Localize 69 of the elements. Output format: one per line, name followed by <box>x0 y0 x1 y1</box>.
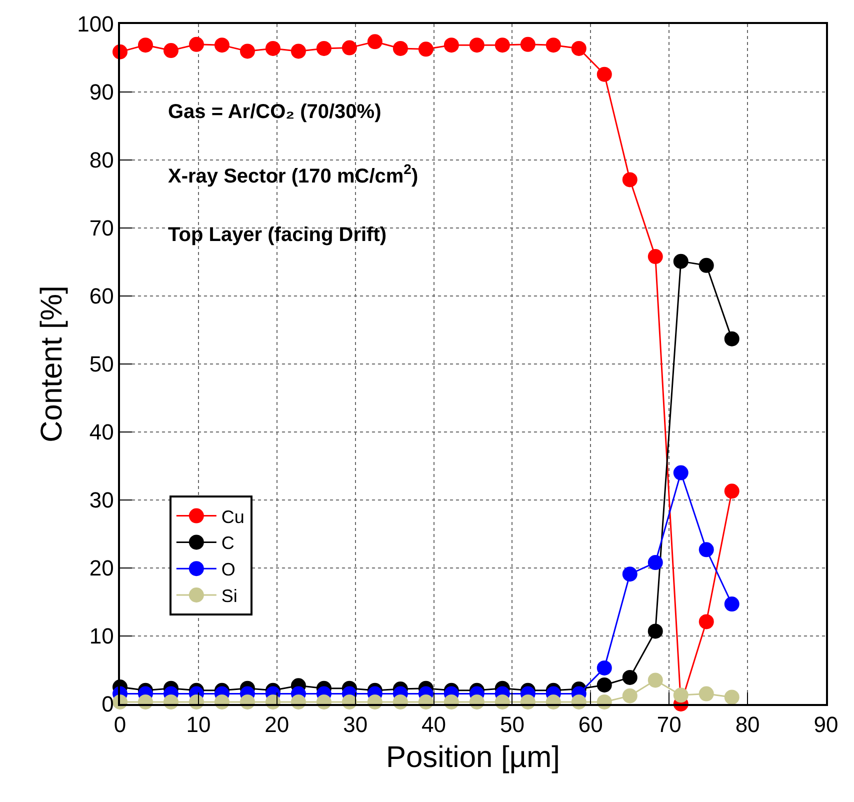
point <box>724 596 740 612</box>
y-tick-label: 20 <box>89 556 114 581</box>
x-tick-label: 90 <box>814 712 838 738</box>
point <box>188 36 204 52</box>
point <box>698 258 714 273</box>
y-tick-label: 90 <box>89 80 114 105</box>
point <box>571 40 586 56</box>
y-tick-label: 60 <box>89 284 114 309</box>
point <box>698 614 714 630</box>
y-tick-label: 100 <box>77 12 114 37</box>
point <box>698 686 714 702</box>
point <box>673 688 688 703</box>
x-axis-title: Position [µm] <box>386 741 560 774</box>
point <box>546 38 561 53</box>
x-tick-label: 60 <box>578 712 603 738</box>
point <box>367 34 382 50</box>
annotation: Top Layer (facing Drift) <box>168 224 387 246</box>
point <box>648 555 663 570</box>
point <box>596 660 612 676</box>
point <box>673 254 688 269</box>
point <box>648 624 663 639</box>
y-tick-label: 80 <box>89 148 114 173</box>
point <box>290 44 306 59</box>
y-tick-label: 0 <box>102 692 114 717</box>
y-axis-title: Content [%] <box>36 286 69 442</box>
legend-label: O <box>221 560 236 580</box>
x-tick-label: 10 <box>186 712 211 738</box>
point <box>724 331 740 346</box>
point <box>596 66 612 82</box>
point <box>214 38 230 53</box>
annotation: Gas = Ar/CO₂ (70/30%) <box>168 101 382 123</box>
point <box>138 38 153 53</box>
legend-label: Cu <box>221 506 244 527</box>
point <box>648 249 663 264</box>
point <box>444 38 459 53</box>
point <box>316 40 332 56</box>
annotation: X-ray Sector (170 mC/cm$^{2}$) <box>168 161 418 188</box>
point <box>622 688 638 704</box>
point <box>622 172 638 188</box>
y-tick-label: 30 <box>89 488 114 513</box>
point <box>520 36 536 52</box>
point <box>163 43 178 58</box>
point <box>240 44 255 59</box>
point <box>622 670 638 685</box>
point <box>469 38 484 53</box>
point <box>673 465 688 480</box>
point <box>698 542 714 558</box>
y-tick-label: 70 <box>89 216 114 241</box>
point <box>648 672 663 688</box>
y-tick-label: 50 <box>89 352 114 377</box>
point <box>418 42 434 57</box>
legend-label: Si <box>221 586 238 606</box>
x-tick-label: 20 <box>264 712 290 738</box>
y-tick-label: 10 <box>89 624 114 649</box>
point <box>494 38 510 53</box>
point <box>265 40 280 56</box>
point <box>724 484 740 499</box>
y-tick-label: 40 <box>89 420 114 445</box>
legend-label: C <box>221 533 234 554</box>
x-tick-label: 30 <box>343 712 368 738</box>
x-tick-label: 80 <box>735 712 760 738</box>
point <box>596 677 612 692</box>
point <box>392 40 408 56</box>
x-tick-label: 50 <box>500 712 524 738</box>
point <box>342 40 357 56</box>
point <box>622 566 638 582</box>
point <box>724 690 740 705</box>
x-tick-label: 40 <box>422 712 446 738</box>
x-tick-label: 70 <box>656 712 682 738</box>
